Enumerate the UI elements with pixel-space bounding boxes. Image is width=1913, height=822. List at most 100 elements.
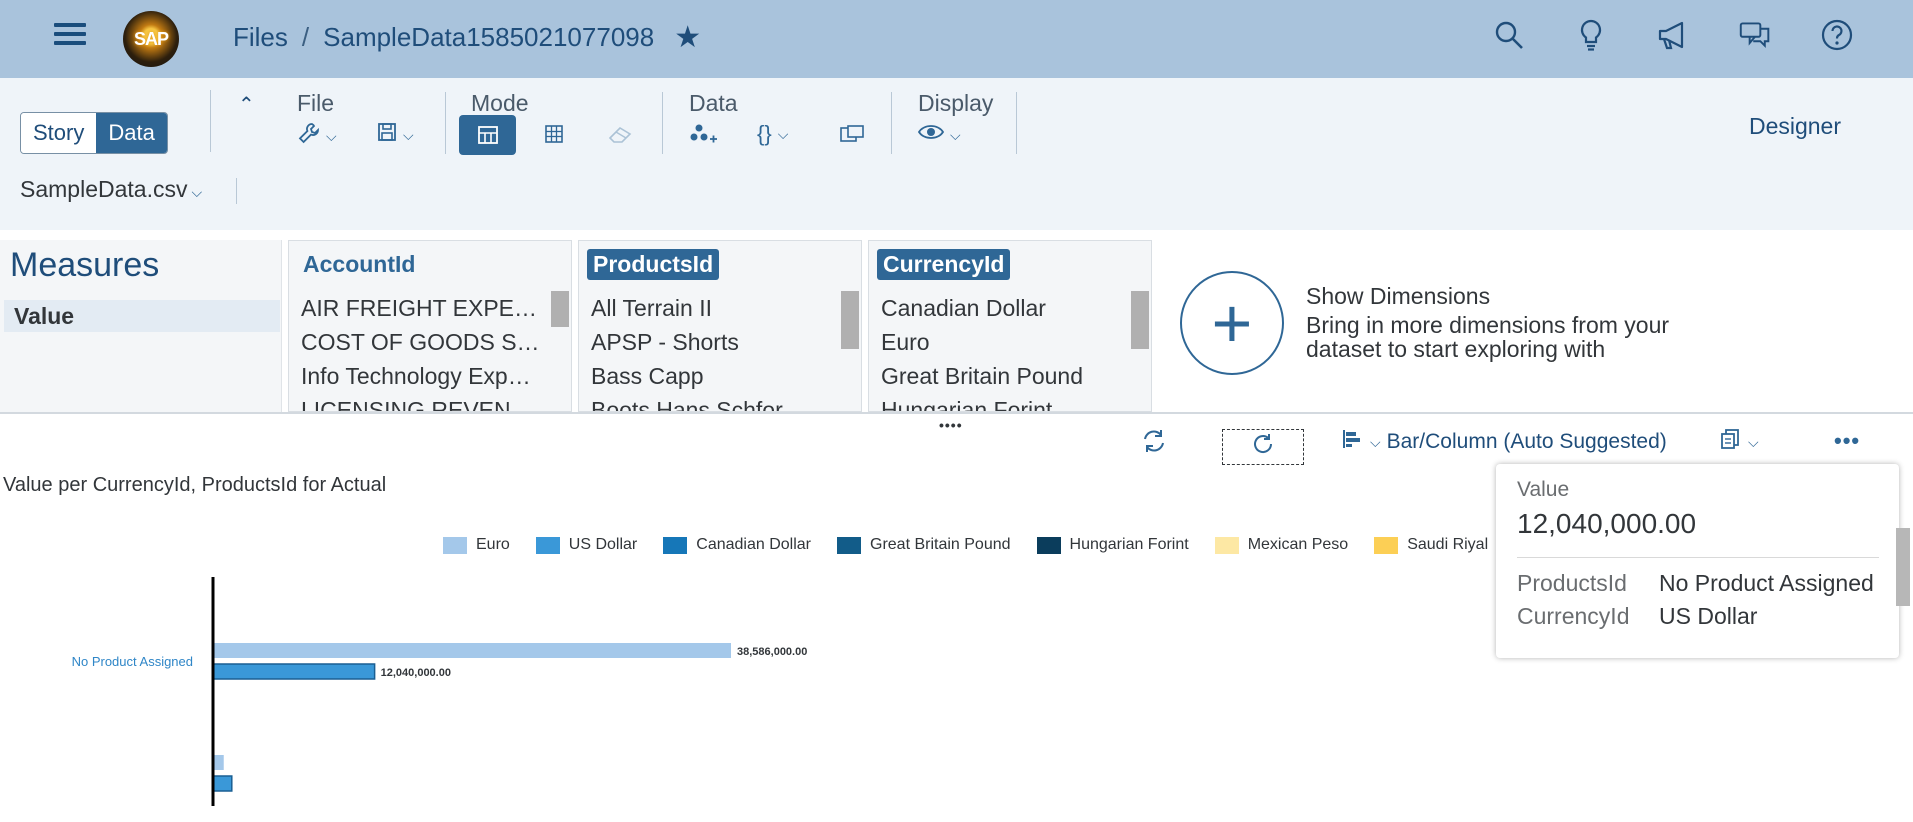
tooltip-value: No Product Assigned xyxy=(1659,570,1874,596)
breadcrumb-files-link[interactable]: Files xyxy=(233,22,288,52)
dataset-selector[interactable]: SampleData.csv ⌵ xyxy=(20,176,202,203)
legend-label: Mexican Peso xyxy=(1247,536,1349,553)
designer-button[interactable]: Designer xyxy=(1748,113,1841,139)
feedback-chat-icon[interactable] xyxy=(1739,18,1771,52)
chevron-down-icon: ⌵ xyxy=(191,184,203,200)
collapse-toolbar-icon[interactable]: ⌃ xyxy=(238,94,255,116)
currencyid-header[interactable]: CurrencyId xyxy=(877,249,1011,280)
announcement-megaphone-icon[interactable] xyxy=(1657,18,1689,52)
shell-actions xyxy=(1493,18,1853,52)
tooltip-key: ProductsId xyxy=(1517,570,1627,596)
display-menu[interactable]: ⌵ xyxy=(917,123,961,147)
save-icon xyxy=(377,122,397,148)
formula-menu[interactable]: {} ⌵ xyxy=(757,121,788,147)
scrollbar-thumb[interactable] xyxy=(1131,291,1149,349)
chart-type-selector[interactable]: ⌵ Bar/Column (Auto Suggested) xyxy=(1342,428,1667,456)
help-icon[interactable] xyxy=(1821,18,1853,52)
legend-swatch xyxy=(1214,536,1239,554)
bar[interactable] xyxy=(213,755,224,770)
legend-label: Saudi Riyal xyxy=(1407,536,1489,553)
chart-legend: Euro US Dollar Canadian Dollar Great Britai… xyxy=(443,536,1488,554)
show-dimensions-description: Bring in more dimensions from your datas… xyxy=(1306,312,1670,362)
chart-scrollbar-thumb[interactable] xyxy=(1896,528,1910,606)
currencyid-panel: CurrencyId Canadian Dollar Euro Great Br… xyxy=(868,240,1152,412)
chart-title: Value per CurrencyId, ProductsId for Act… xyxy=(3,474,387,496)
tooltip-value: US Dollar xyxy=(1659,603,1758,629)
legend-item[interactable]: Saudi Riyal xyxy=(1374,536,1488,554)
legend-swatch xyxy=(663,536,688,554)
toolbar-divider xyxy=(236,178,237,204)
legend-label: US Dollar xyxy=(568,536,638,553)
scrollbar-thumb[interactable] xyxy=(841,291,859,349)
scrollbar-thumb[interactable] xyxy=(551,291,569,327)
measures-panel: Measures Value xyxy=(0,240,282,412)
data-toggle-button[interactable]: Data xyxy=(96,113,167,153)
show-dimensions-title[interactable]: Show Dimensions xyxy=(1306,283,1491,309)
favorite-star-icon[interactable]: ★ xyxy=(674,21,702,54)
category-label: No Product Assigned xyxy=(72,654,193,669)
legend-item[interactable]: Euro xyxy=(443,536,510,554)
accountid-list: AIR FREIGHT EXPEN… COST OF GOODS S… Info… xyxy=(301,291,541,412)
list-item[interactable]: Hungarian Forint xyxy=(881,397,1053,412)
productsid-header[interactable]: ProductsId xyxy=(587,249,720,280)
tooltip-measure-value: 12,040,000.00 xyxy=(1517,508,1697,539)
copy-data-button[interactable] xyxy=(839,124,865,150)
add-dimension-plus-icon[interactable]: + xyxy=(1180,271,1284,375)
story-toggle-button[interactable]: Story xyxy=(21,113,97,153)
add-data-button[interactable] xyxy=(690,123,718,151)
toolbar-divider xyxy=(662,92,663,154)
facet-mode-button[interactable] xyxy=(608,124,634,150)
bar[interactable] xyxy=(212,663,376,680)
list-item[interactable]: Canadian Dollar xyxy=(881,295,1046,321)
tools-menu[interactable]: ⌵ xyxy=(298,122,337,150)
list-item[interactable]: Boots Hans Schfor xyxy=(591,397,783,412)
legend-item[interactable]: US Dollar xyxy=(535,536,638,554)
list-item[interactable]: Info Technology Expe… xyxy=(301,363,541,389)
list-item[interactable]: AIR FREIGHT EXPEN… xyxy=(301,295,541,321)
breadcrumb: Files / SampleData1585021077098 ★ xyxy=(233,20,701,55)
accountid-header[interactable]: AccountId xyxy=(303,251,416,277)
resize-grip-handle[interactable]: •••• xyxy=(939,417,963,433)
breadcrumb-current-file: SampleData1585021077098 xyxy=(323,22,655,52)
copy-chart-menu[interactable]: ⌵ xyxy=(1720,428,1759,456)
legend-swatch xyxy=(443,536,467,554)
legend-item[interactable]: Hungarian Forint xyxy=(1036,536,1189,554)
data-label: 12,040,000.00 xyxy=(381,667,451,679)
list-item[interactable]: Euro xyxy=(881,329,930,355)
list-item[interactable]: APSP - Shorts xyxy=(591,329,739,355)
save-menu[interactable]: ⌵ xyxy=(377,122,414,148)
auto-refresh-button[interactable] xyxy=(1222,429,1304,465)
measure-value-item[interactable]: Value xyxy=(4,300,280,332)
list-item[interactable]: COST OF GOODS S… xyxy=(301,329,540,355)
legend-swatch xyxy=(535,536,560,554)
more-options-button[interactable]: ••• xyxy=(1834,428,1861,453)
toolbar-divider xyxy=(210,90,211,152)
legend-swatch xyxy=(1036,536,1061,554)
search-icon[interactable] xyxy=(1493,18,1525,52)
toolbar-divider xyxy=(1016,92,1017,154)
add-cluster-icon xyxy=(690,123,718,151)
legend-item[interactable]: Mexican Peso xyxy=(1214,536,1349,554)
grid-view-button[interactable] xyxy=(544,124,564,150)
explorer-mode-button[interactable] xyxy=(459,115,516,155)
panel-divider xyxy=(0,412,1913,414)
list-item[interactable]: Bass Capp xyxy=(591,363,704,389)
list-item[interactable]: All Terrain II xyxy=(591,295,713,321)
refresh-button[interactable] xyxy=(1141,428,1167,460)
legend-item[interactable]: Canadian Dollar xyxy=(663,536,811,554)
bar[interactable] xyxy=(213,643,731,658)
legend-item[interactable]: Great Britain Pound xyxy=(837,536,1011,554)
redo-icon xyxy=(1251,432,1275,462)
lightbulb-icon[interactable] xyxy=(1575,18,1607,52)
chevron-down-icon: ⌵ xyxy=(777,125,789,142)
list-item[interactable]: LICENSING REVENUE xyxy=(301,397,541,412)
data-view-toolbar: Story Data ⌃ File ⌵ ⌵ Mode Data {} ⌵ xyxy=(0,78,1913,230)
accountid-panel: AccountId AIR FREIGHT EXPEN… COST OF GOO… xyxy=(288,240,572,412)
chart-tooltip: Value 12,040,000.00 ProductsId No Produc… xyxy=(1496,464,1899,658)
bar-chart-icon xyxy=(1342,428,1364,456)
sap-logo[interactable]: SAP xyxy=(123,11,179,67)
list-item[interactable]: Great Britain Pound xyxy=(881,363,1084,389)
menu-icon[interactable] xyxy=(52,18,88,54)
bar[interactable] xyxy=(212,775,233,792)
refresh-icon xyxy=(1141,428,1167,460)
